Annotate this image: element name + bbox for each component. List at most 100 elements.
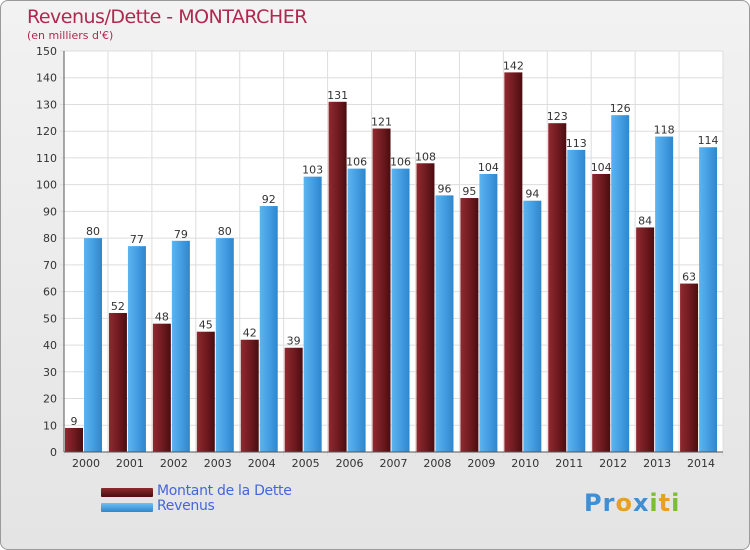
x-tick-label: 2001 [116, 457, 144, 470]
x-tick-label: 2002 [160, 457, 188, 470]
data-label-revenus: 106 [390, 156, 411, 169]
bar-revenus [435, 195, 454, 453]
bar-revenus [391, 168, 410, 453]
data-label-dette: 142 [503, 59, 524, 72]
logo-letter: x [632, 489, 650, 517]
bar-dette [196, 331, 215, 452]
data-label-revenus: 103 [302, 164, 323, 177]
x-tick-label: 2005 [292, 457, 320, 470]
data-label-dette: 108 [415, 150, 436, 163]
data-label-dette: 45 [199, 319, 213, 332]
y-tick-label: 30 [43, 366, 57, 379]
bar-dette [504, 72, 523, 453]
x-tick-label: 2000 [72, 457, 100, 470]
y-tick-label: 20 [43, 393, 57, 406]
legend-label-dette: Montant de la Dette [157, 483, 292, 499]
bar-dette [240, 339, 259, 452]
logo-letter: P [584, 489, 603, 517]
data-label-dette: 63 [682, 271, 696, 284]
x-tick-label: 2006 [336, 457, 364, 470]
data-label-revenus: 118 [654, 124, 675, 137]
chart-subtitle: (en milliers d'€) [27, 29, 114, 42]
bar-dette [284, 347, 303, 452]
data-label-revenus: 80 [218, 225, 232, 238]
x-tick-label: 2004 [248, 457, 276, 470]
data-label-revenus: 114 [698, 134, 719, 147]
y-tick-label: 60 [43, 286, 57, 299]
bar-revenus [347, 168, 366, 453]
data-label-dette: 52 [111, 300, 125, 313]
x-tick-label: 2010 [511, 457, 539, 470]
bar-revenus [699, 147, 718, 453]
data-label-dette: 39 [287, 335, 301, 348]
bar-dette [372, 128, 391, 452]
data-label-revenus: 113 [566, 137, 587, 150]
data-label-revenus: 104 [478, 161, 499, 174]
x-tick-label: 2012 [599, 457, 627, 470]
y-tick-label: 150 [36, 45, 57, 58]
bar-revenus [655, 136, 674, 452]
data-label-dette: 121 [371, 116, 392, 129]
y-tick-label: 70 [43, 259, 57, 272]
bar-dette [636, 227, 655, 452]
data-label-revenus: 77 [130, 233, 144, 246]
legend-swatch-dette [101, 488, 153, 497]
bar-dette [416, 163, 435, 452]
bar-revenus [303, 176, 322, 452]
y-tick-label: 130 [36, 98, 57, 111]
logo-letter: r [602, 489, 616, 517]
y-tick-label: 50 [43, 312, 57, 325]
x-tick-label: 2011 [555, 457, 583, 470]
legend-label-revenus: Revenus [157, 498, 215, 514]
x-tick-label: 2009 [467, 457, 495, 470]
y-tick-label: 120 [36, 125, 57, 138]
data-label-dette: 131 [327, 89, 348, 102]
y-tick-label: 140 [36, 72, 57, 85]
x-tick-label: 2013 [643, 457, 671, 470]
bar-revenus [84, 238, 102, 452]
data-label-revenus: 92 [262, 193, 276, 206]
data-label-revenus: 126 [610, 102, 631, 115]
x-tick-label: 2008 [423, 457, 451, 470]
x-tick-label: 2003 [204, 457, 232, 470]
y-tick-label: 80 [43, 232, 57, 245]
data-label-revenus: 106 [346, 156, 367, 169]
data-label-revenus: 94 [525, 188, 539, 201]
y-tick-label: 110 [36, 152, 57, 165]
bar-revenus [523, 200, 542, 452]
y-tick-label: 40 [43, 339, 57, 352]
data-label-dette: 84 [638, 214, 652, 227]
bar-revenus [611, 115, 630, 452]
data-label-dette: 9 [71, 415, 78, 428]
data-label-revenus: 79 [174, 228, 188, 241]
bar-revenus [215, 238, 234, 452]
bar-dette [152, 323, 171, 452]
bar-dette [65, 427, 83, 452]
proxiti-logo: Proxiti [584, 489, 680, 517]
data-label-dette: 48 [155, 311, 169, 324]
y-tick-label: 0 [50, 446, 57, 459]
bar-revenus [479, 173, 498, 452]
data-label-dette: 104 [591, 161, 612, 174]
bar-revenus [567, 149, 586, 452]
bar-revenus [259, 206, 278, 452]
logo-letter: i [671, 489, 681, 517]
logo-letter: o [615, 489, 633, 517]
bar-revenus [127, 246, 146, 452]
bar-revenus [171, 240, 190, 452]
bar-dette [592, 173, 611, 452]
data-label-dette: 123 [547, 110, 568, 123]
bar-dette [108, 312, 127, 452]
y-tick-label: 10 [43, 419, 57, 432]
data-label-dette: 95 [462, 185, 476, 198]
y-tick-label: 90 [43, 205, 57, 218]
data-label-revenus: 80 [86, 225, 100, 238]
bar-dette [460, 198, 479, 452]
logo-letter: t [658, 489, 672, 517]
data-label-revenus: 96 [437, 182, 451, 195]
x-tick-label: 2007 [380, 457, 408, 470]
bar-dette [680, 283, 699, 452]
legend-swatch-revenus [101, 503, 153, 512]
